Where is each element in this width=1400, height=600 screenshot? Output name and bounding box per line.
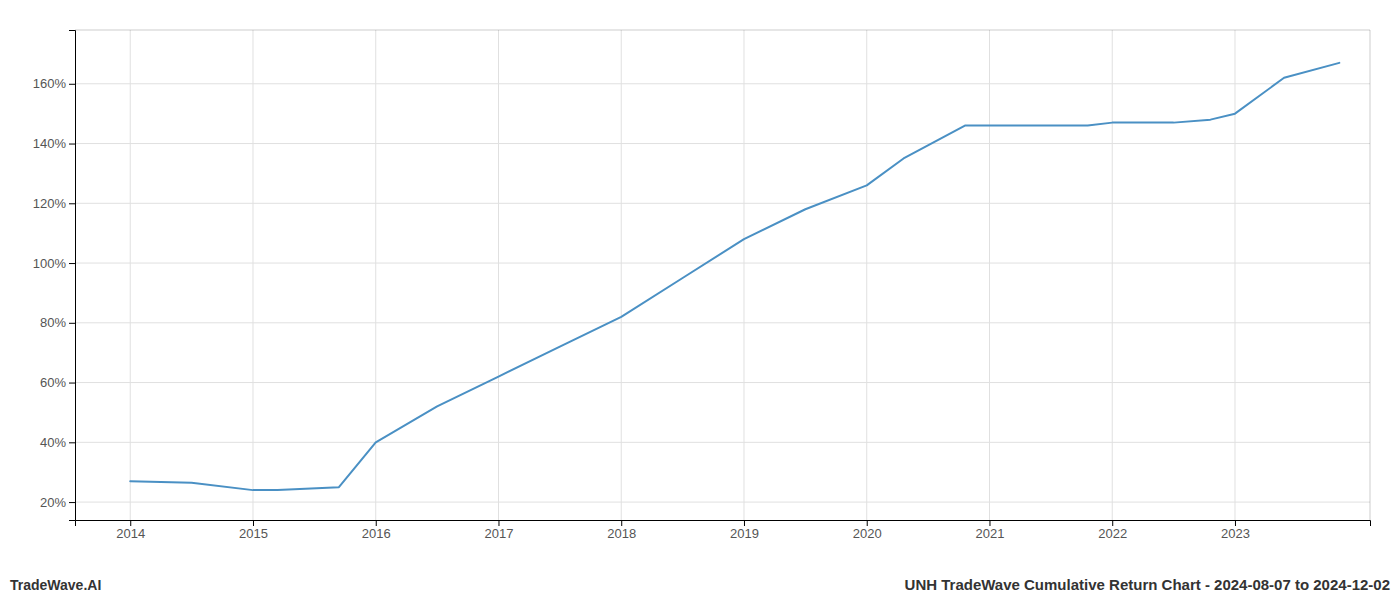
- tick-label: 2019: [730, 526, 759, 541]
- tick-mark: [69, 383, 75, 384]
- line: [130, 63, 1339, 490]
- tick-label: 100%: [33, 256, 67, 271]
- tick-label: 2018: [607, 526, 636, 541]
- tick-mark: [744, 520, 745, 526]
- grid-line-x: [498, 30, 499, 520]
- grid-line-x: [743, 30, 744, 520]
- tick-mark: [621, 520, 622, 526]
- tick-mark: [253, 520, 254, 526]
- grid-line-y: [75, 502, 1370, 503]
- grid-line-x: [375, 30, 376, 520]
- frame-right: [1370, 30, 1371, 520]
- tick: 20%: [40, 495, 75, 510]
- tick-mark: [1235, 520, 1236, 526]
- tick: 2020: [853, 520, 882, 541]
- tick-mark: [376, 520, 377, 526]
- grid-line-y: [75, 322, 1370, 323]
- tick-label: 60%: [40, 375, 66, 390]
- tick-mark: [69, 203, 75, 204]
- tick-mark: [69, 263, 75, 264]
- grid-line-x: [252, 30, 253, 520]
- tick-label: 40%: [40, 435, 66, 450]
- tick-mark: [867, 520, 868, 526]
- tick: 2017: [485, 520, 514, 541]
- tick-mark: [498, 520, 499, 526]
- tick-label: 2014: [116, 526, 145, 541]
- tick: 2018: [607, 520, 636, 541]
- tick: 60%: [40, 375, 75, 390]
- watermark: TradeWave.AI: [10, 577, 101, 593]
- tick: 80%: [40, 315, 75, 330]
- tick-label: 120%: [33, 196, 67, 211]
- frame-top: [75, 30, 1370, 31]
- tick-label: 160%: [33, 76, 67, 91]
- tick-mark: [69, 323, 75, 324]
- grid-line-x: [1234, 30, 1235, 520]
- tick-label: 2017: [485, 526, 514, 541]
- plot-area: 2014 2015 2016 2017 2018 2019 2020 2021 2022 2023…: [33, 30, 1371, 541]
- tick: 2015: [239, 520, 268, 541]
- tick-mark: [989, 520, 990, 526]
- grid: [75, 30, 1370, 520]
- tick: 2019: [730, 520, 759, 541]
- y-axis: 20% 40% 60% 80% 100% 120% 140% 160%: [33, 31, 76, 521]
- grid-line-y: [75, 203, 1370, 204]
- tick-label: 2016: [362, 526, 391, 541]
- tick-label: 80%: [40, 315, 66, 330]
- tick: 160%: [33, 76, 75, 91]
- tick: 100%: [33, 256, 75, 271]
- tick-mark: [130, 520, 131, 526]
- title: UNH TradeWave Cumulative Return Chart - …: [905, 576, 1390, 593]
- tick-mark: [69, 84, 75, 85]
- tick-label: 2021: [976, 526, 1005, 541]
- grid-line-x: [621, 30, 622, 520]
- grid-line-y: [75, 442, 1370, 443]
- tick-mark: [69, 144, 75, 145]
- grid-line-y: [75, 143, 1370, 144]
- y-axis-line: [69, 31, 76, 521]
- tick: 2014: [116, 520, 145, 541]
- grid-line-y: [75, 263, 1370, 264]
- tick-label: 20%: [40, 495, 66, 510]
- tick-label: 2020: [853, 526, 882, 541]
- grid-line-x: [130, 30, 131, 520]
- grid-line-x: [1112, 30, 1113, 520]
- tick: 2023: [1221, 520, 1250, 541]
- grid-line-y: [75, 382, 1370, 383]
- tick: 2016: [362, 520, 391, 541]
- tick: 2021: [976, 520, 1005, 541]
- tick-label: 2015: [239, 526, 268, 541]
- tick-mark: [69, 442, 75, 443]
- grid-line-x: [866, 30, 867, 520]
- tick: 40%: [40, 435, 75, 450]
- marks: [130, 63, 1339, 490]
- tick: 140%: [33, 136, 75, 151]
- tick-mark: [1112, 520, 1113, 526]
- grid-line-y: [75, 83, 1370, 84]
- tick: 2022: [1098, 520, 1127, 541]
- x-axis: 2014 2015 2016 2017 2018 2019 2020 2021 2022 2023: [76, 520, 1371, 541]
- tick-label: 140%: [33, 136, 67, 151]
- tick-mark: [69, 502, 75, 503]
- tick: 120%: [33, 196, 75, 211]
- chart: 2014 2015 2016 2017 2018 2019 2020 2021 2022 2023…: [0, 0, 1400, 600]
- tick-label: 2022: [1098, 526, 1127, 541]
- tick-label: 2023: [1221, 526, 1250, 541]
- x-axis-line: [76, 521, 1371, 527]
- grid-line-x: [989, 30, 990, 520]
